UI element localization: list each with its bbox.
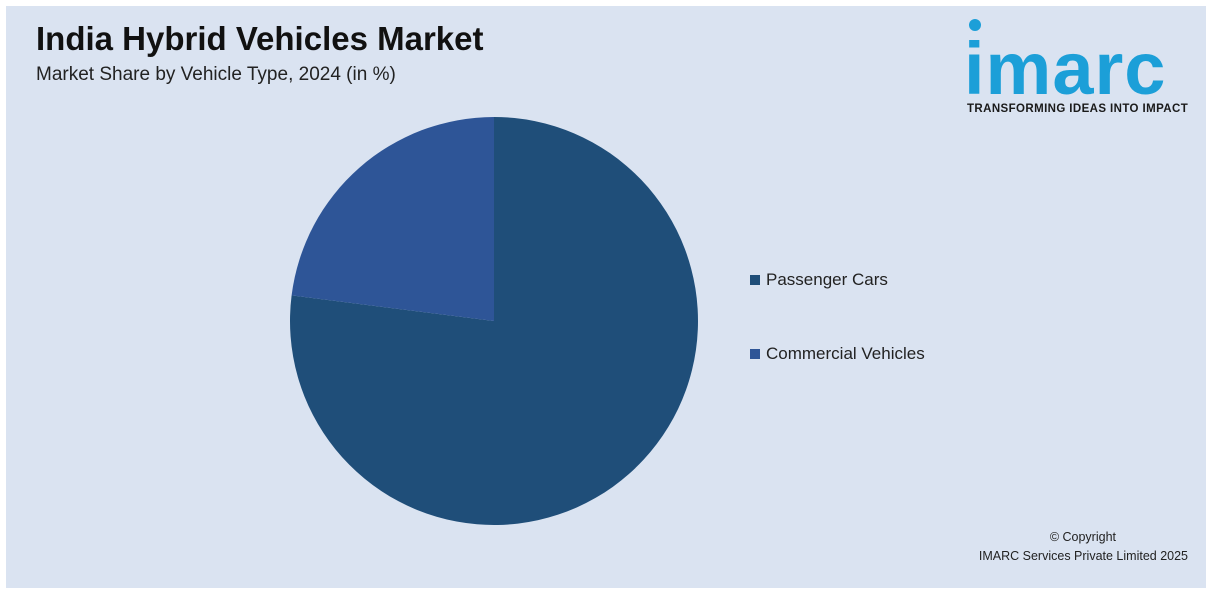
logo-tagline: TRANSFORMING IDEAS INTO IMPACT — [967, 103, 1189, 115]
copyright-line-2: IMARC Services Private Limited 2025 — [978, 549, 1188, 563]
chart-frame: India Hybrid Vehicles Market Market Shar… — [6, 6, 1206, 588]
copyright-notice: © Copyright IMARC Services Private Limit… — [979, 528, 1188, 566]
logo-dot-icon — [969, 19, 981, 31]
pie-slice-commercial-vehicles — [291, 117, 494, 321]
legend-item-commercial-vehicles: Commercial Vehicles — [750, 342, 925, 366]
legend: Passenger Cars Commercial Vehicles — [750, 268, 925, 416]
pie-slice-passenger-cars — [290, 117, 699, 525]
logo-wordmark: imarc — [964, 27, 1167, 110]
legend-label-commercial-vehicles: Commercial Vehicles — [766, 344, 925, 363]
legend-swatch-commercial-vehicles — [750, 349, 760, 359]
chart-subtitle: Market Share by Vehicle Type, 2024 (in %… — [36, 64, 396, 85]
imarc-logo: imarc TRANSFORMING IDEAS INTO IMPACT — [964, 16, 1196, 122]
legend-item-passenger-cars: Passenger Cars — [750, 268, 925, 292]
legend-label-passenger-cars: Passenger Cars — [766, 270, 888, 289]
chart-title: India Hybrid Vehicles Market — [36, 20, 484, 57]
pie-chart — [290, 117, 699, 525]
legend-swatch-passenger-cars — [750, 275, 760, 285]
copyright-line-1: © Copyright — [1049, 530, 1116, 544]
